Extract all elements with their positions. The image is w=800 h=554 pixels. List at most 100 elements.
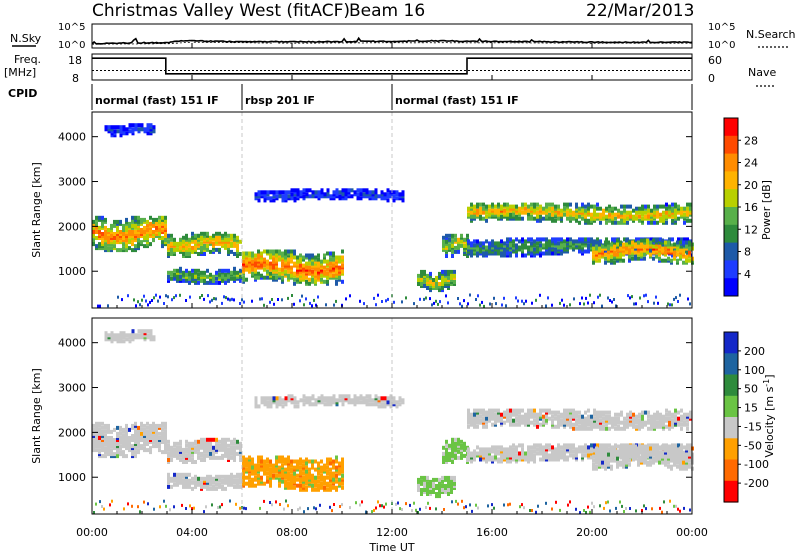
power-cell — [581, 245, 584, 250]
power-cell — [230, 249, 233, 254]
power-cell — [125, 248, 128, 253]
power-colorbar-swatch — [724, 171, 738, 190]
power-cell — [257, 253, 260, 258]
velocity-cell — [587, 414, 590, 419]
power-cell — [113, 244, 116, 249]
velocity-cell — [656, 412, 659, 417]
velocity-cell — [296, 463, 299, 468]
power-cell — [275, 267, 278, 272]
velocity-cell — [438, 490, 441, 494]
velocity-cell — [323, 475, 326, 480]
velocity-cell — [299, 461, 302, 466]
power-cell — [551, 245, 554, 250]
power-cell — [104, 238, 107, 243]
velocity-cell — [509, 459, 512, 464]
velocity-cell — [329, 473, 332, 478]
velocity-cell — [652, 452, 655, 457]
velocity-cell — [218, 439, 221, 444]
velocity-cell — [417, 484, 420, 488]
power-cell — [438, 271, 441, 276]
power-cell — [257, 198, 261, 203]
power-cell — [272, 275, 275, 280]
velocity-cell — [476, 451, 479, 456]
power-cell — [329, 265, 332, 270]
power-cell — [167, 295, 169, 299]
velocity-cell — [368, 402, 372, 407]
velocity-cell — [164, 423, 167, 428]
power-cell — [173, 237, 176, 242]
power-cell — [628, 254, 631, 259]
power-cell — [593, 204, 596, 209]
power-cell — [153, 296, 155, 300]
power-cell — [445, 241, 448, 246]
velocity-cell — [299, 465, 302, 470]
power-cell — [197, 268, 200, 273]
power-cell — [547, 296, 549, 300]
velocity-cell — [539, 451, 542, 456]
power-cell — [341, 279, 344, 284]
power-cell — [485, 204, 488, 209]
velocity-cell — [426, 484, 429, 488]
velocity-cell — [113, 452, 116, 457]
velocity-cell — [656, 424, 659, 429]
velocity-cell — [119, 450, 122, 455]
power-cell — [393, 300, 395, 304]
velocity-cell — [638, 443, 641, 448]
velocity-cell — [435, 494, 438, 499]
velocity-cell — [677, 416, 680, 421]
velocity-cell — [533, 449, 536, 454]
power-cell — [545, 304, 547, 308]
power-cell — [475, 298, 477, 301]
velocity-cell — [278, 483, 281, 488]
power-cell — [314, 267, 317, 272]
noise-panel: N.Sky 10^5 10^0 10^5 10^0 N.Search — [10, 22, 796, 51]
velocity-cell — [230, 439, 233, 444]
power-cell — [659, 216, 662, 221]
power-cell — [646, 238, 649, 243]
power-cell — [185, 268, 188, 273]
power-colorbar-tick-label: 24 — [744, 157, 758, 170]
power-cell — [227, 241, 230, 246]
power-cell — [685, 240, 688, 245]
power-cell — [149, 127, 153, 132]
power-cell — [584, 218, 587, 223]
power-cell — [525, 299, 527, 303]
power-cell — [185, 278, 188, 283]
velocity-cell — [194, 447, 197, 452]
velocity-cell — [92, 444, 95, 449]
power-cell — [179, 241, 182, 246]
power-cell — [301, 294, 303, 298]
power-cell — [218, 241, 221, 246]
power-cell — [134, 217, 137, 222]
velocity-cell — [170, 458, 173, 462]
power-cell — [143, 217, 146, 222]
velocity-cell — [451, 447, 454, 452]
power-cell — [335, 299, 337, 303]
velocity-cell — [623, 420, 626, 425]
power-cell — [473, 243, 476, 248]
power-cell — [371, 190, 375, 195]
velocity-cell — [680, 426, 683, 431]
velocity-cell — [257, 459, 260, 464]
velocity-cell — [161, 427, 164, 432]
power-cell — [509, 243, 512, 248]
power-cell — [629, 204, 632, 209]
power-cell — [332, 267, 335, 272]
velocity-cell — [479, 447, 482, 452]
power-cell — [145, 299, 147, 303]
power-cell — [350, 188, 354, 193]
power-cell — [302, 263, 305, 268]
velocity-cell — [491, 412, 494, 417]
power-cell — [610, 244, 613, 249]
power-cell — [263, 190, 267, 195]
power-cell — [260, 273, 263, 278]
velocity-cell — [476, 408, 479, 413]
power-cell — [128, 129, 132, 134]
velocity-cell — [451, 458, 454, 462]
power-cell — [119, 125, 123, 130]
velocity-cell — [575, 426, 578, 431]
power-cell — [273, 302, 275, 306]
power-cell — [221, 301, 223, 305]
power-cell — [644, 210, 647, 215]
power-cell — [560, 237, 563, 242]
